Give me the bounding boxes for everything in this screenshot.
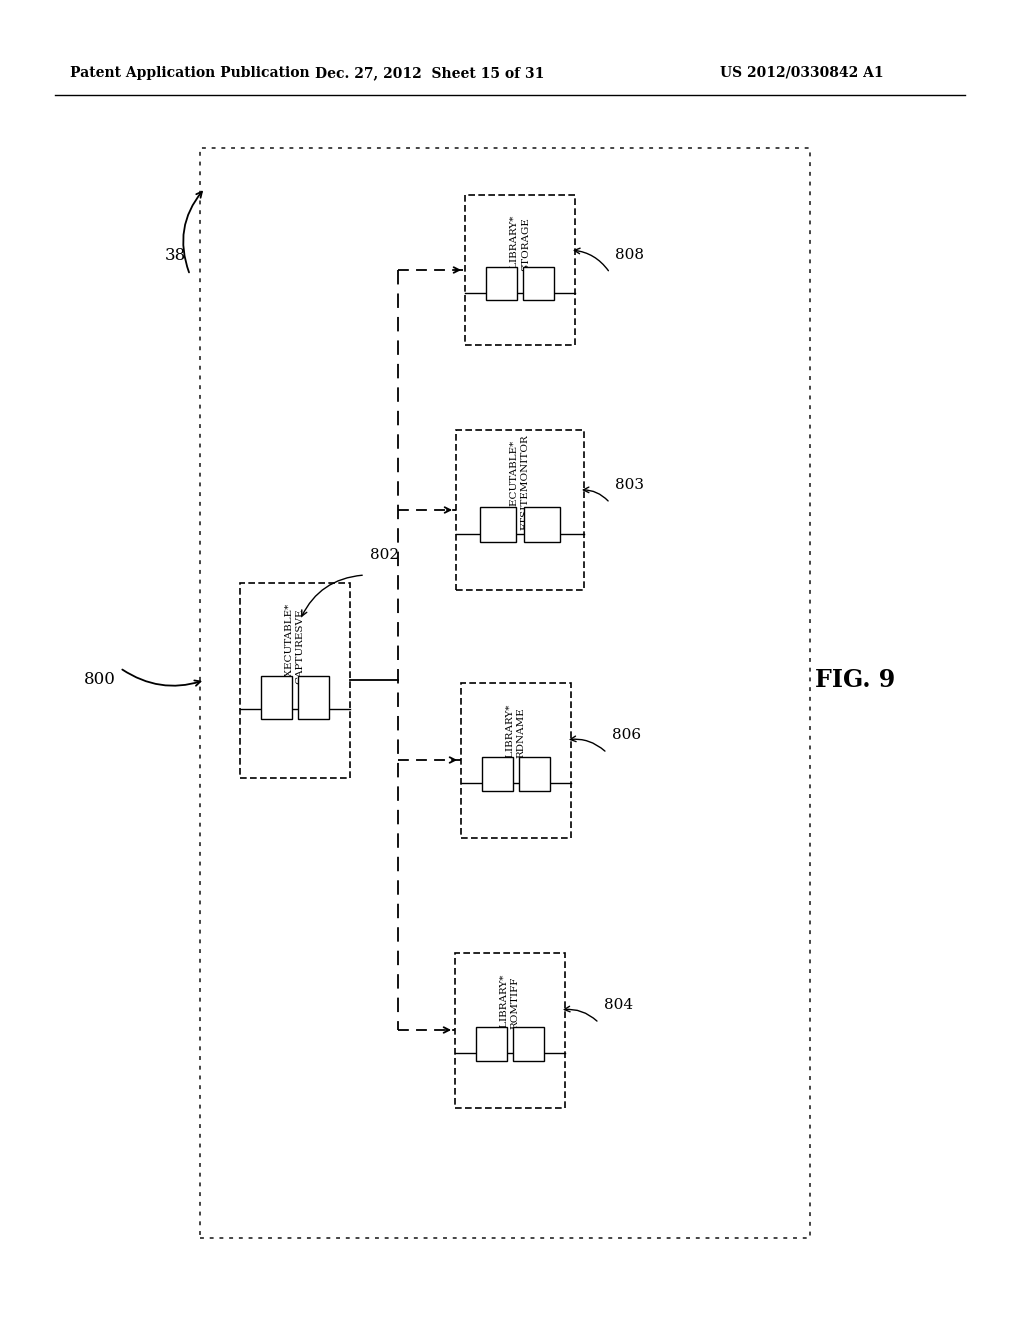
Bar [486,267,517,300]
Bar [523,267,554,300]
Bar [519,756,550,791]
Text: FIG. 9: FIG. 9 [815,668,895,692]
Text: Dec. 27, 2012  Sheet 15 of 31: Dec. 27, 2012 Sheet 15 of 31 [315,66,545,81]
Text: US 2012/0330842 A1: US 2012/0330842 A1 [720,66,884,81]
Text: 808: 808 [615,248,644,261]
Text: *EXECUTABLE*
CAPTURESVE: *EXECUTABLE* CAPTURESVE [286,603,305,689]
Text: *LIBRARY*
STORAGE: *LIBRARY* STORAGE [510,215,529,273]
Text: 804: 804 [604,998,633,1012]
Bar [240,582,350,777]
Text: 806: 806 [612,729,641,742]
Text: 38: 38 [165,247,185,264]
Bar [476,1027,507,1061]
Text: 800: 800 [84,672,116,689]
Bar [482,756,513,791]
Bar [524,507,560,543]
Bar [298,676,329,719]
Bar [513,1027,544,1061]
Bar [480,507,516,543]
Text: *LIBRARY*
ROMTIFF: *LIBRARY* ROMTIFF [501,974,520,1032]
Bar [455,953,565,1107]
Text: *EXECUTABLE*
FTSITEMONITOR: *EXECUTABLE* FTSITEMONITOR [510,434,529,529]
Text: 802: 802 [370,548,399,562]
Text: 803: 803 [615,478,644,492]
Bar [461,682,571,837]
Bar [261,676,292,719]
Bar [465,195,575,345]
Text: Patent Application Publication: Patent Application Publication [70,66,309,81]
Bar [200,148,810,1238]
Bar [456,430,584,590]
Text: *LIBRARY*
RDNAME: *LIBRARY* RDNAME [506,704,525,762]
